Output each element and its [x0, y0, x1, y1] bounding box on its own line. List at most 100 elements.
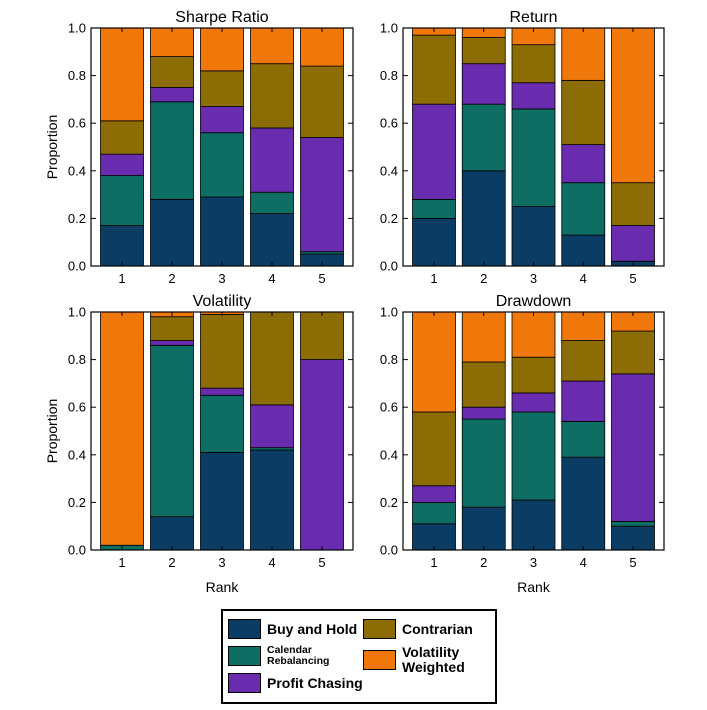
chart-title: Volatility	[193, 293, 252, 310]
y-tick-label: 0.4	[380, 447, 398, 462]
y-tick-label: 0.4	[68, 163, 86, 178]
bar-segment-contrarian-2	[150, 56, 194, 88]
legend-label: Buy and Hold	[267, 620, 358, 637]
y-axis-label: Proportion	[44, 115, 60, 180]
bar-segment-calendar-rebalancing-2	[150, 101, 194, 200]
y-tick-label: 1.0	[380, 21, 398, 36]
bar-segment-buy-and-hold-2	[461, 506, 506, 551]
bar-segment-contrarian-3	[511, 356, 556, 394]
bar-segment-profit-chasing-4	[250, 404, 294, 449]
y-tick-label: 0.6	[68, 400, 86, 415]
plot-frame	[90, 311, 354, 551]
bar-segment-buy-and-hold-4	[250, 213, 294, 267]
bar-segment-profit-chasing-3	[200, 106, 244, 134]
bar-segment-contrarian-1	[412, 411, 456, 487]
y-tick-label: 0.0	[68, 543, 86, 558]
bar-segment-profit-chasing-1	[100, 153, 144, 176]
bar-segment-profit-chasing-3	[200, 387, 244, 396]
bar-segment-profit-chasing-2	[150, 87, 194, 103]
bar-segment-calendar-rebalancing-2	[150, 344, 194, 518]
x-tick-label: 5	[318, 555, 325, 570]
bar-segment-contrarian-5	[611, 182, 655, 226]
bar-segment-calendar-rebalancing-4	[561, 421, 606, 458]
y-tick-label: 0.8	[380, 68, 398, 83]
bar-segment-buy-and-hold-4	[561, 456, 606, 551]
plot-frame	[402, 311, 665, 551]
chart-title: Sharpe Ratio	[175, 9, 268, 26]
x-tick-label: 3	[530, 555, 537, 570]
y-tick-label: 1.0	[68, 21, 86, 36]
bar-segment-buy-and-hold-2	[150, 516, 194, 551]
bar-segment-contrarian-5	[300, 65, 344, 138]
x-tick-label: 1	[118, 271, 125, 286]
chart-panel-sharpe-ratio: 1 2 3 4 5 0.0 0.2 0.4 0.6 0.8 1.0 Sharpe Ratio Propo…	[44, 9, 354, 286]
bar-segment-buy-and-hold-2	[150, 198, 194, 267]
y-tick-label: 0.6	[380, 116, 398, 131]
bar-segment-profit-chasing-5	[300, 359, 344, 551]
legend-swatch-buy-and-hold	[228, 619, 261, 639]
bar-segment-volatility-weighted-4	[561, 27, 606, 81]
bar-segment-volatility-weighted-2	[461, 311, 506, 363]
legend-label: Volatility Weighted	[402, 644, 465, 675]
bar-segment-profit-chasing-4	[250, 127, 294, 193]
x-tick-label: 5	[629, 271, 636, 286]
bar-segment-profit-chasing-1	[412, 485, 456, 503]
x-tick-label: 2	[480, 271, 487, 286]
bar-segment-volatility-weighted-1	[100, 27, 144, 122]
legend-item-calendar-rebalancing: Calendar Rebalancing	[228, 644, 347, 667]
x-tick-label: 3	[218, 271, 225, 286]
bar-segment-buy-and-hold-3	[200, 196, 244, 267]
x-tick-label: 3	[218, 555, 225, 570]
bar-segment-calendar-rebalancing-1	[100, 175, 144, 226]
bar-segment-calendar-rebalancing-3	[511, 411, 556, 501]
bar-segment-buy-and-hold-4	[561, 234, 606, 267]
plot-frame	[402, 27, 665, 267]
legend-item-profit-chasing: Profit Chasing	[228, 673, 363, 693]
bar-segment-calendar-rebalancing-2	[461, 418, 506, 508]
y-tick-label: 0.0	[68, 259, 86, 274]
bar-segment-profit-chasing-1	[412, 103, 456, 200]
x-axis-label: Rank	[206, 579, 240, 595]
legend-swatch-profit-chasing	[228, 673, 261, 693]
y-tick-label: 1.0	[380, 305, 398, 320]
legend-item-volatility-weighted: Volatility Weighted	[363, 645, 495, 674]
legend-item-contrarian: Contrarian	[363, 619, 473, 639]
x-tick-label: 2	[168, 555, 175, 570]
bar-segment-contrarian-4	[561, 340, 606, 382]
y-tick-label: 0.2	[380, 211, 398, 226]
bar-segment-volatility-weighted-3	[511, 311, 556, 358]
y-tick-label: 0.0	[380, 259, 398, 274]
bar-segment-contrarian-5	[300, 311, 344, 360]
x-tick-label: 1	[430, 271, 437, 286]
bar-segment-calendar-rebalancing-5	[611, 521, 655, 527]
legend-swatch-contrarian	[363, 619, 396, 639]
y-tick-label: 0.8	[68, 352, 86, 367]
bar-segment-buy-and-hold-1	[100, 225, 144, 267]
y-tick-label: 0.4	[68, 447, 86, 462]
plot-frame	[90, 27, 354, 267]
bar-segment-contrarian-4	[250, 311, 294, 406]
bar-segment-profit-chasing-4	[561, 380, 606, 422]
bar-segment-profit-chasing-2	[150, 340, 194, 346]
bar-segment-profit-chasing-4	[561, 144, 606, 184]
x-axis-label: Rank	[517, 579, 551, 595]
y-tick-label: 0.4	[380, 163, 398, 178]
chart-panel-return: 1 2 3 4 5 0.0 0.2 0.4 0.6 0.8 1.0 Return	[380, 9, 665, 286]
bar-segment-buy-and-hold-3	[511, 499, 556, 551]
y-tick-label: 0.0	[380, 543, 398, 558]
bar-segment-contrarian-3	[200, 313, 244, 389]
legend: Buy and Hold Contrarian Calendar Rebalan…	[221, 609, 497, 704]
bar-segment-calendar-rebalancing-4	[561, 182, 606, 236]
bar-segment-profit-chasing-5	[611, 225, 655, 262]
x-tick-label: 4	[268, 555, 275, 570]
legend-item-buy-and-hold: Buy and Hold	[228, 619, 357, 639]
x-tick-label: 1	[430, 555, 437, 570]
bar-segment-profit-chasing-3	[511, 82, 556, 110]
x-tick-label: 2	[168, 271, 175, 286]
x-tick-label: 1	[118, 555, 125, 570]
bar-segment-volatility-weighted-3	[200, 27, 244, 72]
bar-segment-contrarian-2	[150, 316, 194, 341]
x-tick-label: 2	[480, 555, 487, 570]
y-tick-label: 0.6	[68, 116, 86, 131]
bar-segment-buy-and-hold-2	[461, 170, 506, 267]
